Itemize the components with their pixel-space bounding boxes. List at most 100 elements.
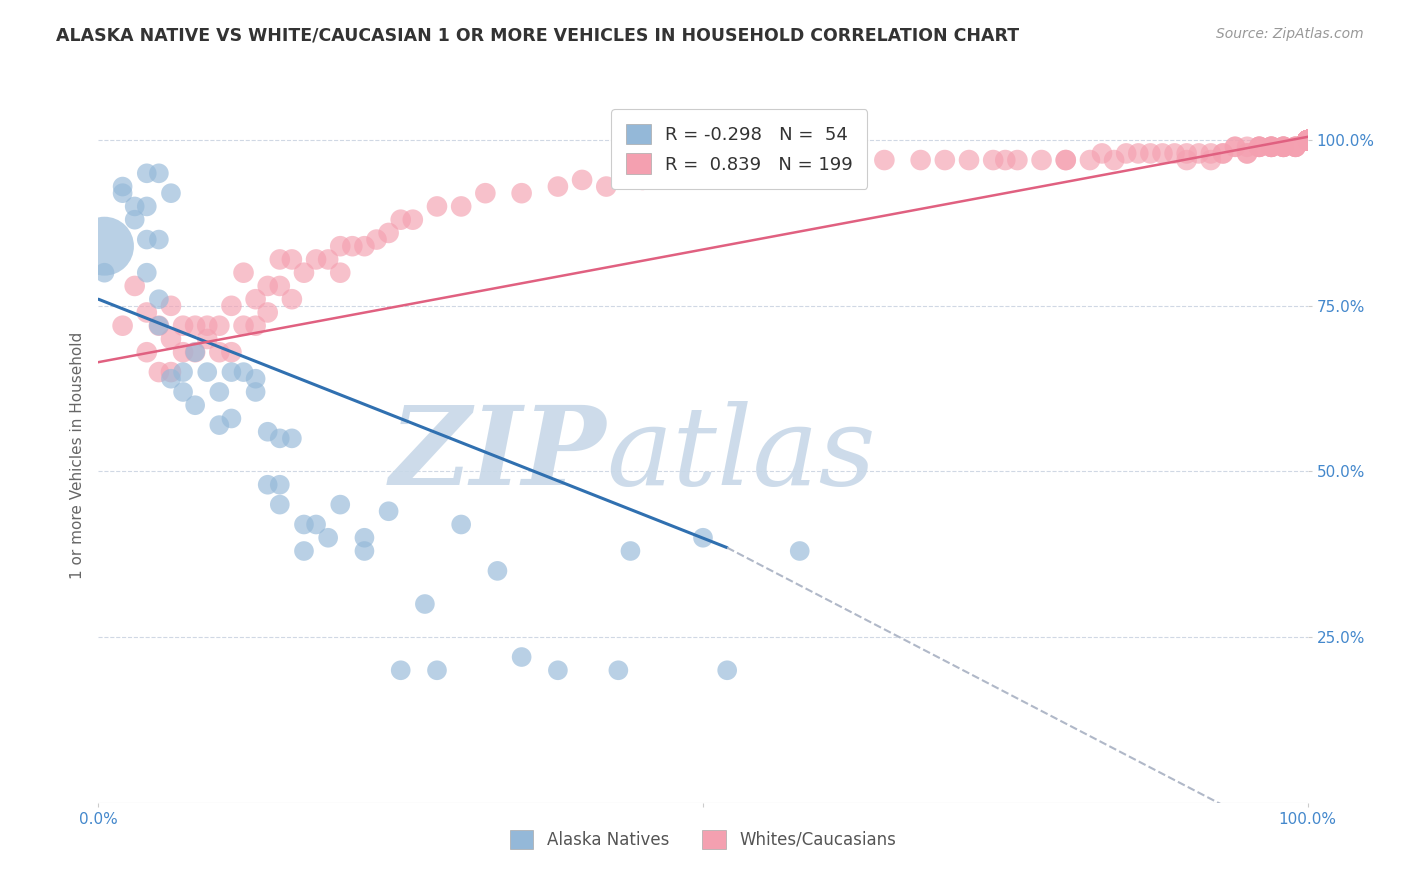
Point — [1054, 153, 1077, 167]
Point — [1296, 133, 1319, 147]
Point — [124, 199, 146, 213]
Point — [135, 199, 157, 213]
Point — [1296, 133, 1319, 147]
Point — [281, 431, 304, 445]
Point — [1163, 146, 1185, 161]
Point — [292, 266, 315, 280]
Point — [1296, 133, 1319, 147]
Point — [1296, 133, 1319, 147]
Point — [1296, 133, 1319, 147]
Point — [208, 318, 231, 333]
Point — [184, 318, 207, 333]
Point — [1296, 133, 1319, 147]
Point — [789, 160, 811, 174]
Point — [1296, 133, 1319, 147]
Point — [245, 384, 267, 399]
Point — [486, 564, 509, 578]
Point — [1296, 133, 1319, 147]
Point — [160, 372, 183, 386]
Point — [1296, 133, 1319, 147]
Point — [353, 544, 375, 558]
Point — [1296, 133, 1319, 147]
Point — [1296, 133, 1319, 147]
Point — [135, 266, 157, 280]
Point — [269, 279, 291, 293]
Point — [1284, 140, 1306, 154]
Point — [1296, 133, 1319, 147]
Point — [1296, 133, 1319, 147]
Point — [1296, 133, 1319, 147]
Point — [292, 517, 315, 532]
Point — [1296, 133, 1319, 147]
Point — [1296, 133, 1319, 147]
Point — [692, 531, 714, 545]
Point — [1296, 133, 1319, 147]
Point — [1296, 133, 1319, 147]
Point — [1296, 133, 1319, 147]
Point — [547, 663, 569, 677]
Point — [1296, 133, 1319, 147]
Point — [1296, 133, 1319, 147]
Point — [1249, 140, 1271, 154]
Point — [1296, 133, 1319, 147]
Point — [135, 166, 157, 180]
Point — [316, 531, 339, 545]
Y-axis label: 1 or more Vehicles in Household: 1 or more Vehicles in Household — [69, 331, 84, 579]
Point — [329, 239, 352, 253]
Point — [124, 279, 146, 293]
Legend: Alaska Natives, Whites/Caucasians: Alaska Natives, Whites/Caucasians — [502, 822, 904, 857]
Point — [184, 345, 207, 359]
Point — [1296, 133, 1319, 147]
Point — [1296, 133, 1319, 147]
Point — [160, 332, 183, 346]
Point — [1296, 133, 1319, 147]
Point — [1272, 140, 1295, 154]
Point — [1296, 133, 1319, 147]
Point — [1284, 140, 1306, 154]
Point — [111, 318, 134, 333]
Point — [450, 199, 472, 213]
Point — [1296, 133, 1319, 147]
Point — [1296, 133, 1319, 147]
Point — [1272, 140, 1295, 154]
Point — [1296, 133, 1319, 147]
Point — [1296, 133, 1319, 147]
Point — [1296, 133, 1319, 147]
Point — [474, 186, 496, 201]
Point — [1175, 153, 1198, 167]
Point — [1296, 133, 1319, 147]
Point — [305, 517, 328, 532]
Point — [1007, 153, 1029, 167]
Point — [195, 365, 218, 379]
Point — [571, 173, 593, 187]
Point — [1296, 133, 1319, 147]
Point — [1296, 133, 1319, 147]
Point — [329, 498, 352, 512]
Point — [510, 650, 533, 665]
Point — [1236, 146, 1258, 161]
Point — [1188, 146, 1211, 161]
Point — [1223, 140, 1246, 154]
Point — [1296, 133, 1319, 147]
Point — [1296, 133, 1319, 147]
Point — [1152, 146, 1174, 161]
Point — [1296, 133, 1319, 147]
Point — [305, 252, 328, 267]
Text: ZIP: ZIP — [389, 401, 606, 508]
Point — [1054, 153, 1077, 167]
Point — [1296, 133, 1319, 147]
Point — [1031, 153, 1053, 167]
Point — [1296, 133, 1319, 147]
Point — [1296, 133, 1319, 147]
Point — [547, 179, 569, 194]
Point — [1260, 140, 1282, 154]
Point — [1139, 146, 1161, 161]
Point — [1260, 140, 1282, 154]
Point — [111, 186, 134, 201]
Point — [1296, 133, 1319, 147]
Point — [232, 318, 254, 333]
Point — [172, 345, 194, 359]
Point — [994, 153, 1017, 167]
Point — [172, 365, 194, 379]
Point — [1296, 133, 1319, 147]
